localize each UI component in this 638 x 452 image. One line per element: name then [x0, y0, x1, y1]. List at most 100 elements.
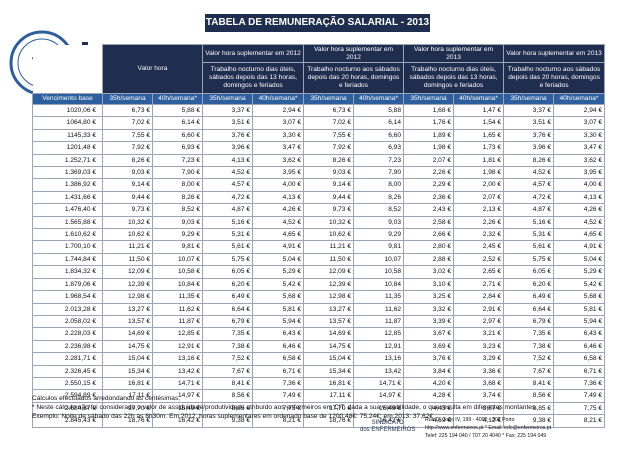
cell: 6,79 €: [503, 314, 555, 329]
cell: 15,04 €: [303, 352, 355, 366]
cell: 14,69 €: [303, 327, 355, 341]
cell: 8,00: [353, 178, 405, 192]
cell: 3,95 €: [553, 166, 606, 180]
cell: 2,07 €: [453, 190, 505, 205]
cell: 1,81 €: [453, 153, 505, 168]
table-row: 1.431,66 €9,44 €8,26 €4,72 €4,13 €9,44 €…: [32, 190, 606, 205]
header-cell: Trabalho nocturno aos sábados depois das…: [303, 62, 405, 94]
cell: 10,62 €: [102, 228, 153, 242]
table-row: 1.476,40 €9,73 €8,52 €4,87 €4,26 €9,73 €…: [32, 203, 606, 217]
notes: Cálculos efectuados arredondando às cent…: [32, 394, 537, 421]
cell: 3,69 €: [403, 339, 455, 354]
cell: 5,75 €: [503, 252, 555, 267]
cell: 8,52 €: [152, 203, 203, 217]
cell: 4,13 €: [202, 153, 253, 168]
cell: 1,54 €: [453, 116, 505, 130]
cell: 11,62: [353, 302, 405, 316]
cell: 1.700,10 €: [32, 240, 103, 254]
cell: 18,76 €: [303, 414, 355, 428]
cell: 1.610,62 €: [32, 228, 103, 242]
header-cell: Trabalho nocturno aos sábados depois das…: [503, 62, 606, 94]
cell: 16,81 €: [102, 376, 153, 391]
cell: 5,81 €: [251, 302, 305, 316]
table-row: 1.369,03 €9,03 €7,90 €4,52 €3,95 €9,03 €…: [32, 166, 606, 180]
cell: 10,84 €: [152, 277, 203, 292]
cell: 4,87 €: [503, 203, 555, 217]
org-name: SINDICATO: [371, 420, 404, 426]
cell: 1,89 €: [403, 128, 455, 143]
cell: 2,45 €: [453, 240, 505, 254]
header-cell: Valor hora suplementar em 2012: [303, 44, 405, 63]
cell: 13,27 €: [303, 302, 355, 316]
cell: 1,65 €: [453, 128, 505, 143]
cell: 9,81 €: [152, 240, 203, 254]
table-row: 1.879,06 €12,39 €10,84 €6,20 €5,42 €12,3…: [32, 277, 606, 292]
cell: 9,14 €: [102, 178, 153, 192]
cell: 6,73 €: [303, 103, 355, 118]
cell: 3,76 €: [503, 128, 555, 143]
cell: 12,09 €: [102, 265, 153, 279]
salary-table: Valor hora Valor hora suplementar em 2012…: [32, 44, 606, 428]
cell: 2,94 €: [553, 103, 606, 118]
cell: 6,60 €: [152, 128, 203, 143]
cell: 5,04 €: [251, 252, 305, 267]
header-cell: 35h/semana: [503, 93, 555, 105]
cell: 5,16 €: [202, 215, 253, 230]
cell: 5,68 €: [251, 290, 305, 304]
cell: 6,79 €: [202, 314, 253, 329]
cell: 1.431,66 €: [32, 190, 103, 205]
cell: 3,68 €: [453, 376, 505, 391]
cell: 11,87: [353, 314, 405, 329]
cell: 3,36 €: [453, 364, 505, 378]
cell: 15,34 €: [102, 364, 153, 378]
cell: 2.550,15 €: [32, 376, 103, 391]
cell: 2,97 €: [453, 314, 505, 329]
table-row: 2.281,71 €15,04 €13,16 €7,52 €6,58 €15,0…: [32, 352, 606, 366]
cell: 3,30 €: [251, 128, 305, 143]
cell: 5,61 €: [503, 240, 555, 254]
cell: 8,26 €: [503, 153, 555, 168]
address-line: Telef: 225 194 040 / 707 20 4040 * Fax: …: [425, 433, 547, 439]
cell: 1,76 €: [403, 116, 455, 130]
cell: 3,96 €: [202, 141, 253, 155]
cell: 5,29 €: [553, 265, 606, 279]
cell: 17,70 €: [102, 401, 153, 416]
cell: 9,44 €: [102, 190, 153, 205]
cell: 1.968,54 €: [32, 290, 103, 304]
cell: 6,20 €: [503, 277, 555, 292]
table-row: 1.610,62 €10,62 €9,29 €5,31 €4,65 €10,62…: [32, 228, 606, 242]
cell: 1,73 €: [453, 141, 505, 155]
cell: 12,39 €: [102, 277, 153, 292]
cell: 3,39 €: [403, 314, 455, 329]
cell: 3,87 €: [453, 401, 505, 416]
table-row: 2.550,15 €16,81 €14,71 €8,41 €7,36 €16,8…: [32, 376, 606, 391]
cell: 6,49 €: [503, 290, 555, 304]
table-row: 1201,48 €7,92 €6,93 €3,96 €3,47 €7,92 €6…: [32, 141, 606, 155]
cell: 4,28 €: [403, 389, 455, 403]
cell: 4,00 €: [553, 178, 606, 192]
cell: 4,13 €: [251, 190, 305, 205]
org-name: dos ENFERMEIROS: [360, 427, 416, 433]
cell: 10,32 €: [303, 215, 355, 230]
cell: 12,91: [353, 339, 405, 354]
table-row: 1.744,84 €11,50 €10,07 €5,75 €5,04 €11,5…: [32, 252, 606, 267]
cell: 6,64 €: [503, 302, 555, 316]
cell: 7,38 €: [503, 339, 555, 354]
cell: 16,42 €: [152, 414, 203, 428]
header-cell: 40h/semana*: [152, 93, 203, 105]
cell: 2,52 €: [453, 252, 505, 267]
cell: 9,03: [353, 215, 405, 230]
cell: 2,94 €: [251, 103, 305, 118]
cell: 6,46 €: [251, 339, 305, 354]
cell: 7,02 €: [303, 116, 355, 130]
cell: 2,00 €: [453, 178, 505, 192]
header-cell: Vencimento base: [32, 93, 103, 105]
table-row: 1145,33 €7,55 €6,60 €3,76 €3,30 €7,55 €6…: [32, 128, 606, 143]
cell: 1,98 €: [403, 141, 455, 155]
cell: 6,71 €: [251, 364, 305, 378]
cell: 1.834,32 €: [32, 265, 103, 279]
cell: 7,02 €: [102, 116, 153, 130]
cell: 8,21 €: [251, 414, 305, 428]
cell: 4,65 €: [553, 228, 606, 242]
cell: 6,43 €: [251, 327, 305, 341]
